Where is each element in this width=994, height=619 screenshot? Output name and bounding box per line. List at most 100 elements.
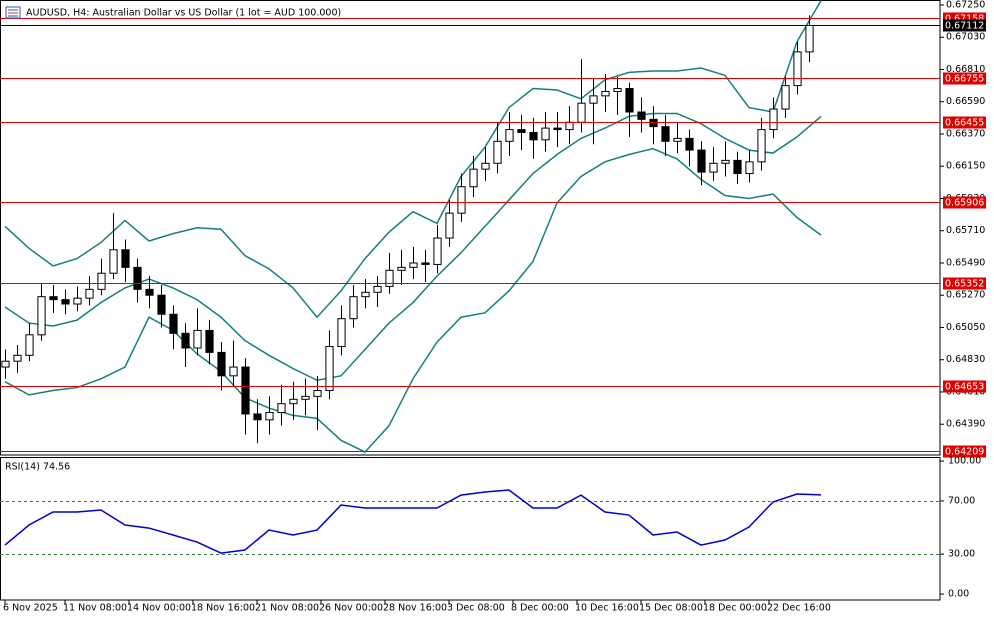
rsi-line (4, 489, 822, 554)
candle-body (805, 25, 814, 53)
candle-body (565, 121, 574, 131)
candle-body (685, 137, 694, 151)
candle-body (49, 296, 58, 301)
candle-body (109, 249, 118, 274)
level-label: 0.67158 (945, 14, 984, 25)
candle-body (457, 186, 466, 214)
x-tick-label: 14 Nov 00:00 (127, 603, 191, 614)
chart-title: AUDUSD, H4: Australian Dollar vs US Doll… (26, 8, 341, 19)
candle-body (661, 126, 670, 142)
level-label: 0.64653 (945, 382, 984, 393)
level-label-box (943, 277, 986, 290)
y-tick-label: 0.66370 (946, 128, 985, 139)
y-tick-label: 0.65490 (946, 257, 985, 268)
current-price-box (943, 19, 986, 32)
candle-body (553, 127, 562, 131)
candle-body (421, 262, 430, 265)
y-tick-label: 30.00 (948, 549, 975, 560)
y-tick-label: 0.65710 (946, 225, 985, 236)
candle-body (13, 354, 22, 362)
candle-body (541, 127, 550, 141)
candle-body (253, 413, 262, 421)
candle-body (709, 162, 718, 173)
candle-body (433, 237, 442, 265)
candle-body (517, 129, 526, 134)
candle-body (493, 140, 502, 164)
x-tick-label: 15 Dec 08:00 (639, 603, 703, 614)
level-label-box (943, 445, 986, 458)
candle-body (73, 297, 82, 305)
x-tick-label: 21 Nov 08:00 (255, 603, 319, 614)
candle-body (385, 269, 394, 287)
y-tick-label: 0.00 (948, 589, 969, 600)
y-tick-label: 0.65050 (946, 322, 985, 333)
candle-body (325, 346, 334, 392)
band-line (4, 147, 822, 453)
candle-body (349, 296, 358, 320)
x-tick-label: 8 Dec 00:00 (511, 603, 569, 614)
candle-body (337, 318, 346, 348)
candle-body (145, 288, 154, 296)
candle-body (121, 249, 130, 268)
candle-body (217, 351, 226, 377)
candle-body (181, 332, 190, 349)
candle-body (769, 108, 778, 131)
rsi-title: RSI(14) 74.56 (5, 462, 70, 473)
candle-body (577, 102, 586, 123)
candle-body (265, 411, 274, 421)
level-label: 0.66755 (945, 74, 984, 85)
candle-body (529, 132, 538, 141)
y-tick-label: 0.64390 (946, 419, 985, 430)
candle-body (589, 95, 598, 104)
candle-body (1, 360, 10, 368)
candle-body (409, 262, 418, 268)
y-tick-label: 100.00 (948, 456, 981, 467)
candle-body (481, 162, 490, 170)
x-tick-label: 26 Nov 00:00 (319, 603, 383, 614)
y-tick-label: 70.00 (948, 495, 975, 506)
level-label: 0.64209 (945, 447, 984, 458)
candle-body (229, 366, 238, 377)
level-label: 0.65352 (945, 279, 984, 290)
x-tick-label: 28 Nov 16:00 (383, 603, 447, 614)
candle-body (721, 159, 730, 164)
candle-body (673, 137, 682, 142)
candle-body (469, 168, 478, 188)
candle-body (97, 272, 106, 290)
candle-body (241, 366, 250, 415)
candle-body (25, 334, 34, 356)
candle-body (169, 313, 178, 334)
candle-body (205, 329, 214, 353)
band-line (4, 0, 822, 319)
candle-body (361, 291, 370, 298)
y-tick-label: 0.66810 (946, 64, 985, 75)
candle-body (301, 395, 310, 400)
candle-body (613, 88, 622, 92)
candle-body (757, 129, 766, 163)
x-tick-label: 22 Dec 16:00 (767, 603, 831, 614)
candle-body (277, 403, 286, 413)
candle-body (781, 85, 790, 110)
x-tick-label: 11 Nov 08:00 (63, 603, 127, 614)
candle-body (445, 212, 454, 239)
current-price-label: 0.67112 (945, 21, 984, 32)
candle-body (37, 296, 46, 336)
plot-layer (0, 0, 940, 555)
candle-body (157, 294, 166, 315)
candle-body (745, 161, 754, 175)
candle-body (601, 90, 610, 97)
level-label-box (943, 72, 986, 85)
candle-body (793, 51, 802, 87)
candle-body (625, 88, 634, 113)
rsi-panel (0, 457, 941, 601)
candle-body (697, 149, 706, 173)
level-label-box (943, 116, 986, 129)
candle-body (733, 159, 742, 175)
level-label: 0.65906 (945, 198, 984, 209)
y-tick-label: 0.65270 (946, 290, 985, 301)
y-tick-label: 0.67030 (946, 32, 985, 43)
candle-body (313, 390, 322, 397)
candle-body (637, 111, 646, 120)
